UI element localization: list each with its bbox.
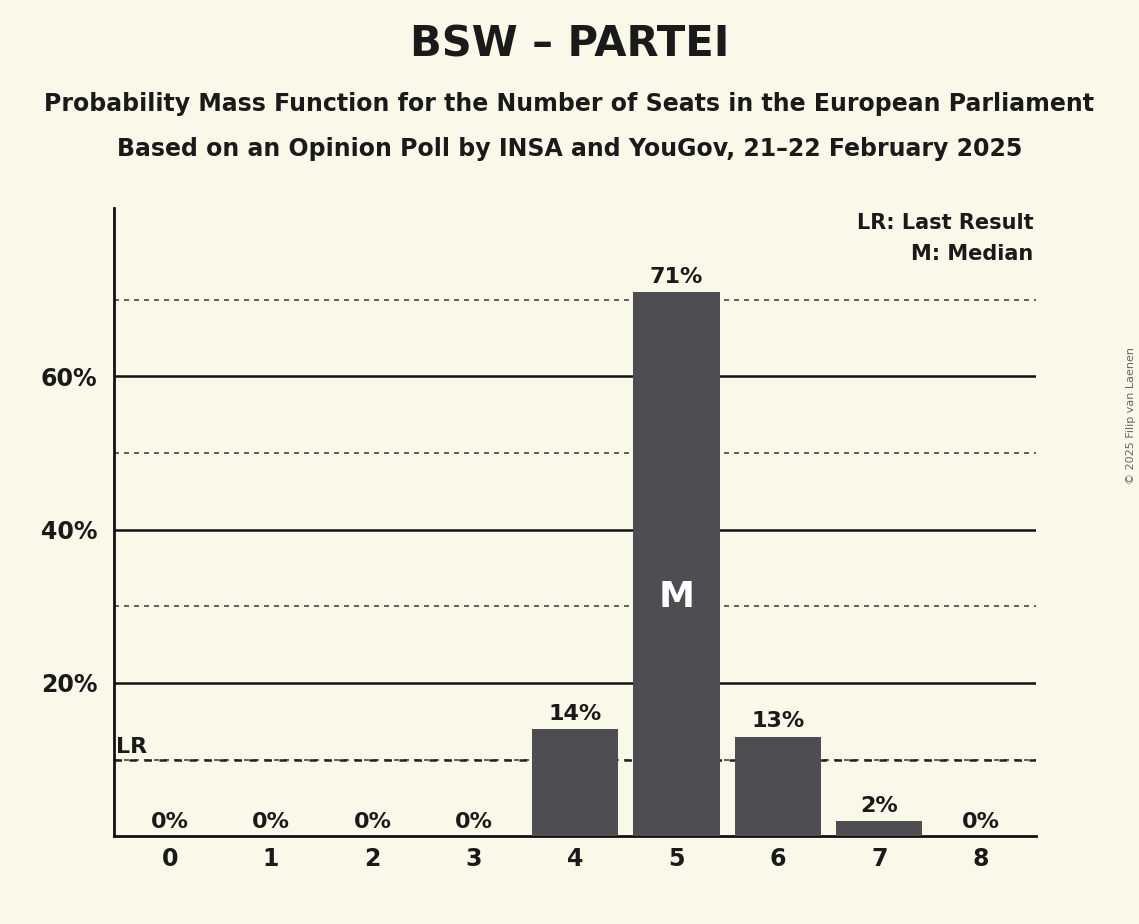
Text: LR: LR [116,736,147,757]
Text: 71%: 71% [650,267,703,286]
Text: M: M [658,580,695,614]
Text: 0%: 0% [454,811,493,832]
Text: © 2025 Filip van Laenen: © 2025 Filip van Laenen [1125,347,1136,484]
Bar [735,736,821,836]
Text: 0%: 0% [353,811,392,832]
Text: BSW – PARTEI: BSW – PARTEI [410,23,729,65]
Text: M: Median: M: Median [911,244,1033,264]
Text: Probability Mass Function for the Number of Seats in the European Parliament: Probability Mass Function for the Number… [44,92,1095,116]
Bar [836,821,923,836]
Text: Based on an Opinion Poll by INSA and YouGov, 21–22 February 2025: Based on an Opinion Poll by INSA and You… [117,137,1022,161]
Text: 14%: 14% [549,703,601,723]
Bar [532,729,618,836]
Text: 2%: 2% [860,796,899,816]
Text: 0%: 0% [150,811,189,832]
Text: LR: Last Result: LR: Last Result [857,213,1033,233]
Text: 13%: 13% [752,711,804,731]
Text: 0%: 0% [252,811,290,832]
Text: 0%: 0% [961,811,1000,832]
Bar [633,292,720,836]
